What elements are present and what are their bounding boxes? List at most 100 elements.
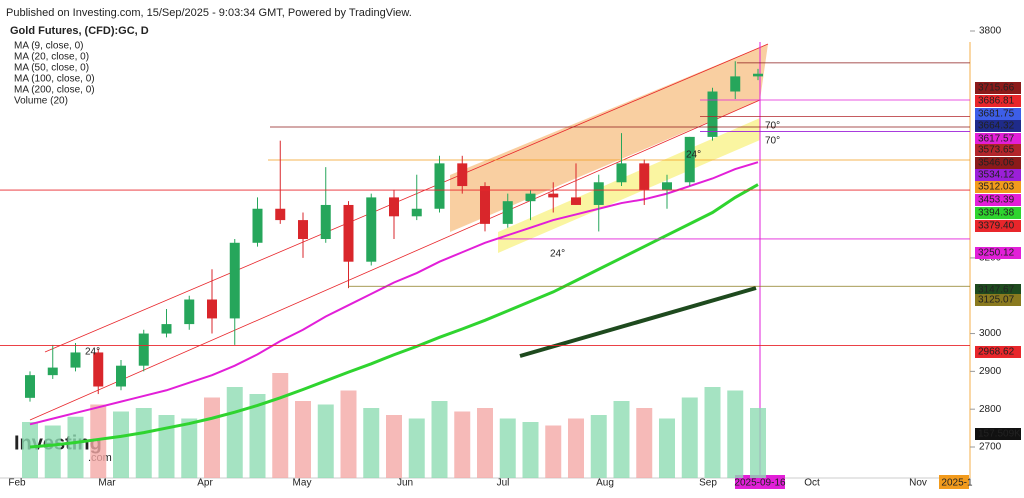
volume-bar [681, 397, 698, 478]
channel-orange [450, 44, 768, 232]
volume-bar [317, 404, 334, 478]
x-tick-label: Jul [497, 478, 510, 489]
volume-bar [431, 401, 448, 478]
x-tick-label: Feb [8, 478, 26, 489]
price-tag-label: 3681.75 [978, 109, 1015, 120]
price-tag-label: 3546.06 [978, 158, 1015, 169]
volume-bar [340, 390, 357, 478]
price-tag-label: 3686.81 [978, 96, 1015, 107]
candle-body [343, 204, 354, 262]
candle-body [411, 208, 422, 217]
volume-bar [568, 418, 584, 478]
volume-bar [727, 390, 744, 478]
candle-body [184, 299, 195, 325]
price-tag-label: 3534.12 [978, 170, 1015, 181]
candle-body [616, 163, 627, 183]
x-tick-label: Apr [197, 478, 213, 489]
volume-bar [272, 373, 289, 478]
volume-bar [295, 401, 311, 478]
candle-body [138, 333, 149, 366]
candle-body [502, 201, 513, 224]
price-tag [975, 133, 1021, 145]
price-tag [975, 294, 1021, 306]
price-tag [975, 247, 1021, 259]
volume-bar [636, 408, 653, 478]
candle-body [25, 375, 35, 398]
y-tick-label: 3000 [979, 328, 1002, 339]
legend-item: MA (9, close, 0) [14, 41, 83, 52]
candle-body [684, 136, 695, 183]
published: Published on Investing.com, 15/Sep/2025 … [6, 7, 412, 19]
price-tag-label: 3394.38 [978, 208, 1015, 219]
legend-item: Volume (20) [14, 96, 68, 107]
price-tag-label: 3715.66 [978, 83, 1015, 94]
price-tag [975, 120, 1021, 132]
price-tag-label: 3125.07 [978, 295, 1015, 306]
legend-item: MA (20, close, 0) [14, 52, 89, 63]
volume-tag [975, 428, 1021, 440]
candle-body [639, 163, 650, 190]
candle-body [252, 208, 263, 243]
candle-body [366, 197, 377, 262]
volume-bar [386, 415, 402, 478]
price-tag [975, 169, 1021, 181]
volume-tag-label: 157.509K [978, 429, 1021, 440]
price-tag-label: 3573.65 [978, 145, 1015, 156]
price-tag [975, 346, 1021, 358]
candle-body [161, 324, 172, 334]
price-tag-label: 3147.67 [978, 285, 1015, 296]
legend-item: MA (50, close, 0) [14, 63, 89, 74]
candle-body [434, 163, 445, 209]
volume-bar [158, 415, 175, 478]
candle-body [229, 242, 240, 319]
volume-bar [90, 404, 107, 478]
volume-bar [249, 394, 266, 478]
volume-bar [545, 425, 562, 478]
price-tag [975, 82, 1021, 94]
volume-bar [499, 418, 516, 478]
candle-body [457, 163, 468, 187]
volume-bar [67, 416, 84, 478]
price-tag [975, 207, 1021, 219]
y-tick-label: 2900 [979, 366, 1002, 377]
volume-bar [135, 408, 152, 478]
volume-bar [522, 422, 539, 478]
angle-label: 24° [85, 347, 100, 358]
candle-body [707, 91, 718, 137]
volume-bar [113, 411, 129, 478]
trend-line [44, 43, 769, 353]
volume-bar [454, 411, 471, 478]
x-tick-label: Oct [804, 478, 820, 489]
x-tick-label: Nov [909, 478, 927, 489]
volume-bar [750, 408, 766, 478]
ma200-line [519, 286, 757, 358]
candle-body [389, 197, 399, 217]
x-label-box [939, 475, 969, 489]
x-label-box [735, 475, 785, 489]
candle-body [480, 186, 490, 224]
volume-bar [477, 408, 493, 478]
candle-body [70, 352, 81, 368]
candle-body [525, 193, 536, 202]
price-tag [975, 95, 1021, 107]
price-tag [975, 194, 1021, 206]
symbol: Gold Futures, (CFD):GC, D [10, 25, 149, 37]
candle-body [548, 193, 559, 198]
candle-body [662, 182, 672, 190]
trend-line [29, 99, 761, 421]
candle-body [47, 367, 58, 376]
price-tag-label: 3379.40 [978, 221, 1015, 232]
price-tag-label: 3250.12 [978, 248, 1015, 259]
x-tick-label: Sep [699, 478, 717, 489]
volume-bar [226, 387, 243, 478]
volume-bar [22, 422, 38, 478]
volume-bar [204, 397, 220, 478]
candle-body [320, 204, 331, 239]
volume-bar [704, 387, 721, 478]
price-tag [975, 181, 1021, 193]
candle-body [593, 182, 604, 205]
x-tick-label: Aug [596, 478, 614, 489]
angle-label: 70° [765, 121, 780, 132]
